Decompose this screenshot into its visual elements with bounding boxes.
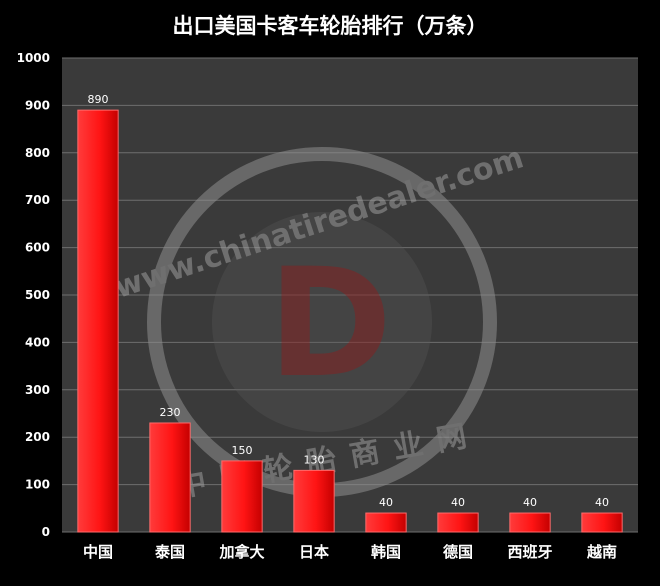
y-tick-label: 600 — [25, 241, 50, 255]
data-label: 40 — [523, 496, 537, 509]
bar — [293, 469, 335, 533]
bar — [365, 512, 407, 533]
data-label: 150 — [232, 444, 253, 457]
bar — [221, 460, 263, 533]
x-category-label: 越南 — [586, 543, 617, 561]
y-tick-label: 1000 — [17, 51, 50, 65]
x-category-label: 德国 — [443, 543, 473, 561]
bars — [77, 109, 623, 533]
watermark-inner-circle — [212, 212, 432, 432]
y-tick-label: 0 — [42, 525, 50, 539]
watermark-logo-letter: D — [268, 237, 393, 411]
data-label: 230 — [160, 406, 181, 419]
y-tick-label: 800 — [25, 146, 50, 160]
x-category-label: 中国 — [83, 543, 113, 561]
x-category-label: 西班牙 — [507, 543, 552, 561]
bar — [581, 512, 623, 533]
y-tick-label: 200 — [25, 430, 50, 444]
bar — [77, 109, 119, 533]
x-category-label: 韩国 — [371, 543, 401, 561]
data-label: 890 — [88, 93, 109, 106]
y-axis-tick-labels: 0 100 200 300 400 500 600 700 800 900 1000 — [17, 51, 50, 539]
y-tick-label: 700 — [25, 193, 50, 207]
y-tick-label: 300 — [25, 383, 50, 397]
data-label: 130 — [304, 453, 325, 466]
y-tick-label: 400 — [25, 335, 50, 349]
data-labels: 890 230 150 130 40 40 40 40 — [88, 93, 610, 509]
bar — [509, 512, 551, 533]
x-category-label: 泰国 — [154, 543, 185, 561]
chart-title: 出口美国卡客车轮胎排行（万条） — [173, 14, 488, 38]
bar — [149, 422, 191, 533]
data-label: 40 — [379, 496, 393, 509]
y-tick-label: 100 — [25, 478, 50, 492]
data-label: 40 — [595, 496, 609, 509]
data-label: 40 — [451, 496, 465, 509]
x-category-label: 日本 — [299, 543, 329, 561]
x-category-label: 加拿大 — [218, 543, 264, 561]
y-tick-label: 500 — [25, 288, 50, 302]
y-tick-label: 900 — [25, 98, 50, 112]
x-axis-category-labels: 中国 泰国 加拿大 日本 韩国 德国 西班牙 越南 — [83, 543, 617, 561]
bar — [437, 512, 479, 533]
